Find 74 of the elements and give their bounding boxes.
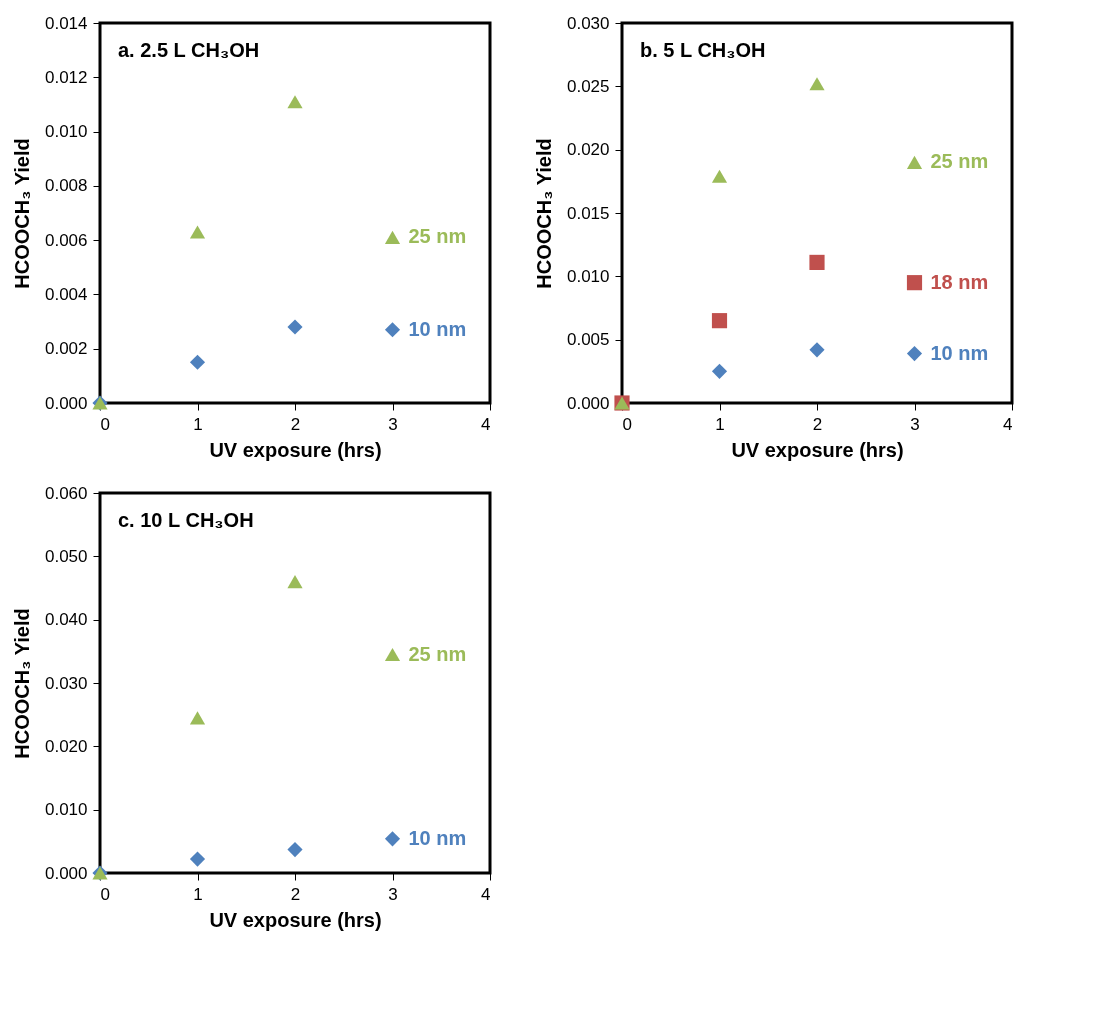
- y-tick-label: 0.025: [566, 76, 610, 96]
- y-axis-title: HCOOCH₃ Yield: [10, 608, 33, 759]
- point: [287, 575, 303, 589]
- y-tick-label: 0.020: [566, 140, 610, 160]
- point: [189, 851, 206, 867]
- point: [809, 342, 825, 358]
- text: a. 2.5 L CH₃OH: [118, 39, 260, 61]
- x-tick-label: 4: [1003, 414, 1013, 434]
- y-tick-label: 0.004: [44, 284, 88, 304]
- point: [906, 155, 923, 169]
- y-tick-label: 0.020: [44, 736, 88, 756]
- x-tick-label: 0: [100, 414, 110, 434]
- series-label: 25 nm: [408, 642, 467, 665]
- y-tick-label: 0.060: [44, 483, 88, 503]
- series-label: 10 nm: [930, 341, 989, 364]
- x-tick-label: 2: [290, 414, 301, 434]
- point: [287, 95, 303, 109]
- y-tick-label: 0.005: [566, 330, 610, 350]
- point: [809, 77, 825, 91]
- series-label: 10 nm: [408, 317, 467, 340]
- y-tick-label: 0.012: [44, 67, 88, 87]
- text: b. 5 L CH₃OH: [640, 39, 766, 61]
- x-tick-label: 4: [481, 884, 491, 904]
- y-tick-label: 0.010: [44, 122, 88, 142]
- point: [287, 319, 303, 335]
- y-axis-title: HCOOCH₃ Yield: [532, 138, 555, 289]
- x-axis-title: UV exposure (hrs): [209, 438, 382, 461]
- x-tick-label: 0: [622, 414, 632, 434]
- y-tick-label: 0.010: [566, 266, 610, 286]
- y-tick-label: 0.040: [44, 610, 88, 630]
- x-tick-label: 2: [290, 884, 301, 904]
- point: [711, 169, 728, 183]
- y-axis-title: HCOOCH₃ Yield: [10, 138, 33, 289]
- x-tick-label: 3: [388, 414, 398, 434]
- y-tick-label: 0.002: [44, 339, 88, 359]
- y-tick-label: 0.050: [44, 546, 88, 566]
- y-tick-label: 0.014: [44, 13, 88, 33]
- y-tick-label: 0.000: [566, 393, 610, 413]
- point: [711, 363, 728, 379]
- y-tick-label: 0.000: [44, 393, 88, 413]
- point: [906, 275, 923, 291]
- series-label: 18 nm: [930, 270, 989, 293]
- text: c. 10 L CH₃OH: [118, 509, 254, 531]
- x-tick-label: 2: [812, 414, 823, 434]
- x-tick-label: 1: [715, 414, 725, 434]
- x-axis-title: UV exposure (hrs): [209, 908, 382, 931]
- y-tick-label: 0.030: [566, 13, 610, 33]
- x-tick-label: 1: [193, 884, 203, 904]
- x-tick-label: 1: [193, 414, 203, 434]
- point: [906, 346, 923, 362]
- x-axis-title: UV exposure (hrs): [731, 438, 904, 461]
- point: [384, 831, 401, 847]
- point: [711, 313, 728, 329]
- series-label: 25 nm: [930, 150, 989, 173]
- point: [809, 254, 825, 270]
- point: [189, 225, 206, 239]
- series-label: 10 nm: [408, 826, 467, 849]
- y-tick-label: 0.008: [44, 176, 88, 196]
- x-tick-label: 3: [910, 414, 920, 434]
- y-tick-label: 0.010: [44, 800, 88, 820]
- point: [189, 354, 206, 370]
- point: [384, 322, 401, 338]
- point: [384, 647, 401, 662]
- x-tick-label: 4: [481, 414, 491, 434]
- point: [384, 230, 401, 244]
- y-tick-label: 0.015: [566, 203, 610, 223]
- x-tick-label: 3: [388, 884, 398, 904]
- point: [189, 711, 206, 725]
- x-tick-label: 0: [100, 884, 110, 904]
- y-tick-label: 0.030: [44, 673, 88, 693]
- series-label: 25 nm: [408, 225, 467, 248]
- point: [287, 841, 303, 858]
- y-tick-label: 0.006: [44, 230, 88, 250]
- y-tick-label: 0.000: [44, 863, 88, 883]
